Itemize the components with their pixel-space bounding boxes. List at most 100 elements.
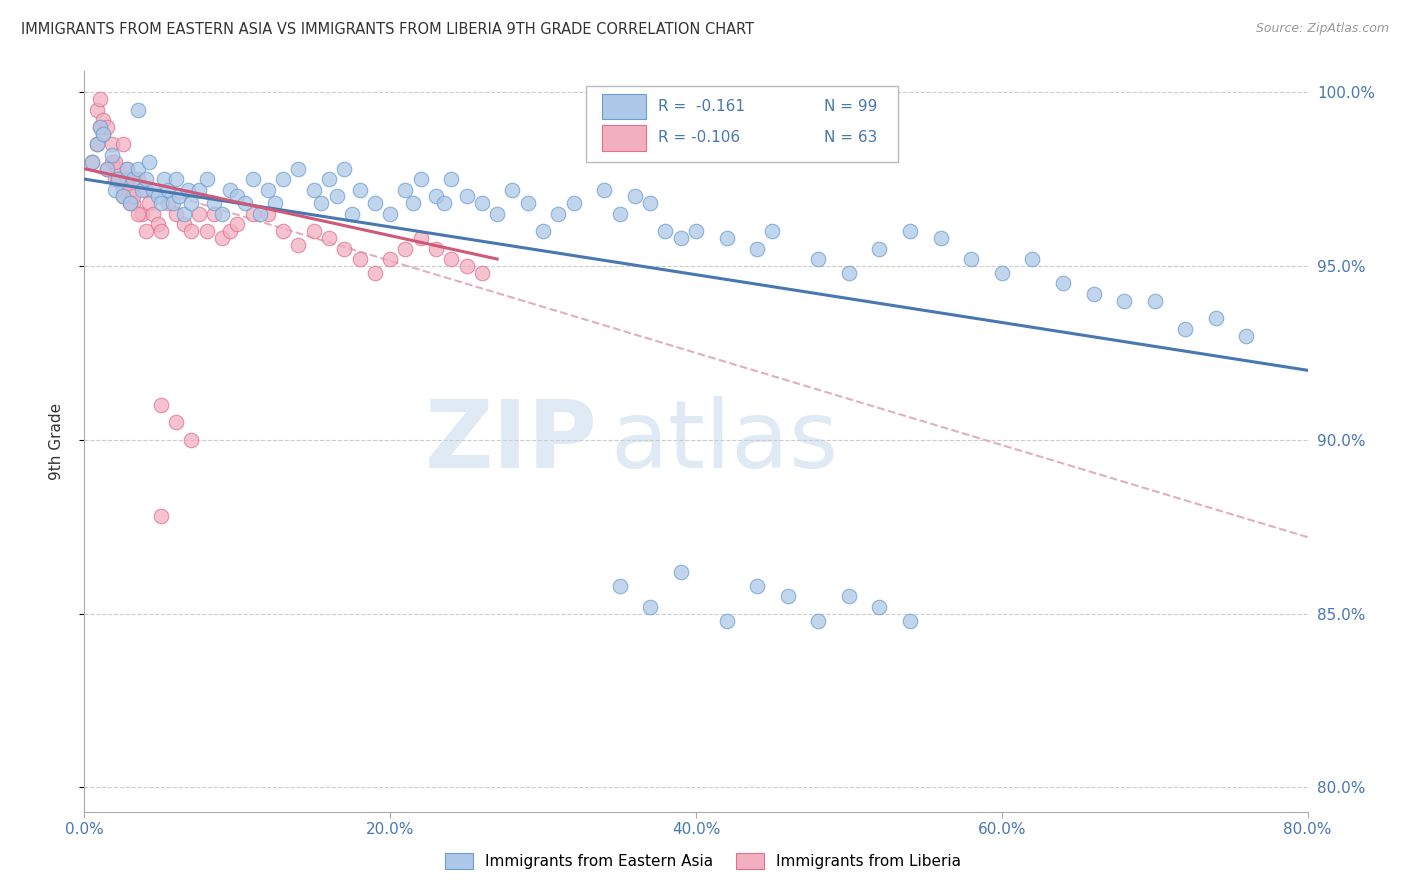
- Point: [440, 252, 463, 266]
- Point: [226, 189, 249, 203]
- Point: [202, 196, 225, 211]
- Point: [593, 182, 616, 196]
- Point: [188, 207, 211, 221]
- Point: [111, 189, 134, 203]
- Point: [562, 196, 585, 211]
- Point: [402, 196, 425, 211]
- Point: [80, 154, 103, 169]
- Point: [107, 161, 129, 176]
- Point: [1114, 293, 1136, 308]
- Point: [89, 120, 111, 134]
- Text: ZIP: ZIP: [425, 395, 598, 488]
- Point: [131, 207, 153, 221]
- Point: [127, 172, 149, 186]
- Point: [149, 196, 172, 211]
- Point: [115, 161, 138, 176]
- Point: [807, 252, 830, 266]
- Point: [242, 207, 264, 221]
- FancyBboxPatch shape: [602, 94, 645, 119]
- Point: [1236, 328, 1258, 343]
- Point: [149, 224, 172, 238]
- Point: [747, 579, 769, 593]
- Point: [302, 224, 325, 238]
- Point: [211, 231, 233, 245]
- Point: [111, 189, 134, 203]
- Point: [609, 207, 631, 221]
- Point: [142, 207, 165, 221]
- Point: [80, 154, 103, 169]
- Legend: Immigrants from Eastern Asia, Immigrants from Liberia: Immigrants from Eastern Asia, Immigrants…: [439, 847, 967, 875]
- Point: [165, 172, 187, 186]
- Point: [120, 196, 142, 211]
- Point: [120, 182, 142, 196]
- Point: [318, 231, 340, 245]
- Point: [149, 398, 172, 412]
- Point: [173, 217, 195, 231]
- Point: [271, 224, 294, 238]
- Point: [127, 103, 149, 117]
- Point: [157, 196, 180, 211]
- Point: [218, 224, 240, 238]
- Point: [333, 242, 356, 256]
- Point: [96, 161, 118, 176]
- Point: [146, 217, 169, 231]
- Point: [638, 599, 661, 614]
- Point: [162, 196, 184, 211]
- Point: [180, 224, 202, 238]
- Point: [111, 182, 134, 196]
- Point: [991, 266, 1014, 280]
- Point: [1052, 277, 1074, 291]
- Point: [127, 207, 149, 221]
- Point: [101, 148, 124, 162]
- Point: [115, 172, 138, 186]
- Text: IMMIGRANTS FROM EASTERN ASIA VS IMMIGRANTS FROM LIBERIA 9TH GRADE CORRELATION CH: IMMIGRANTS FROM EASTERN ASIA VS IMMIGRAN…: [21, 22, 754, 37]
- Point: [180, 196, 202, 211]
- Point: [394, 182, 416, 196]
- Point: [86, 137, 108, 152]
- Point: [380, 252, 402, 266]
- Point: [761, 224, 783, 238]
- Point: [153, 172, 176, 186]
- Point: [188, 182, 211, 196]
- Point: [302, 182, 325, 196]
- Point: [1205, 311, 1227, 326]
- Point: [364, 266, 387, 280]
- Point: [96, 120, 118, 134]
- Point: [409, 231, 432, 245]
- Point: [456, 259, 478, 273]
- Text: atlas: atlas: [610, 395, 838, 488]
- Point: [471, 196, 494, 211]
- Point: [249, 207, 271, 221]
- Point: [122, 196, 145, 211]
- Point: [380, 207, 402, 221]
- Y-axis label: 9th Grade: 9th Grade: [49, 403, 63, 480]
- Point: [157, 182, 180, 196]
- Point: [104, 172, 127, 186]
- Point: [257, 207, 280, 221]
- Point: [898, 224, 921, 238]
- Point: [91, 127, 114, 141]
- Point: [1143, 293, 1166, 308]
- Text: N = 63: N = 63: [824, 130, 877, 145]
- Point: [149, 509, 172, 524]
- Point: [233, 196, 256, 211]
- Point: [115, 161, 138, 176]
- Point: [364, 196, 387, 211]
- Point: [531, 224, 554, 238]
- Point: [138, 196, 160, 211]
- Text: R =  -0.161: R = -0.161: [658, 99, 745, 113]
- Point: [318, 172, 340, 186]
- Point: [440, 172, 463, 186]
- Point: [1174, 321, 1197, 335]
- Point: [547, 207, 569, 221]
- Point: [869, 599, 891, 614]
- Point: [638, 196, 661, 211]
- Point: [394, 242, 416, 256]
- Point: [747, 242, 769, 256]
- Point: [456, 189, 478, 203]
- Point: [89, 92, 111, 106]
- Point: [107, 172, 129, 186]
- Point: [127, 161, 149, 176]
- FancyBboxPatch shape: [602, 126, 645, 151]
- Point: [122, 189, 145, 203]
